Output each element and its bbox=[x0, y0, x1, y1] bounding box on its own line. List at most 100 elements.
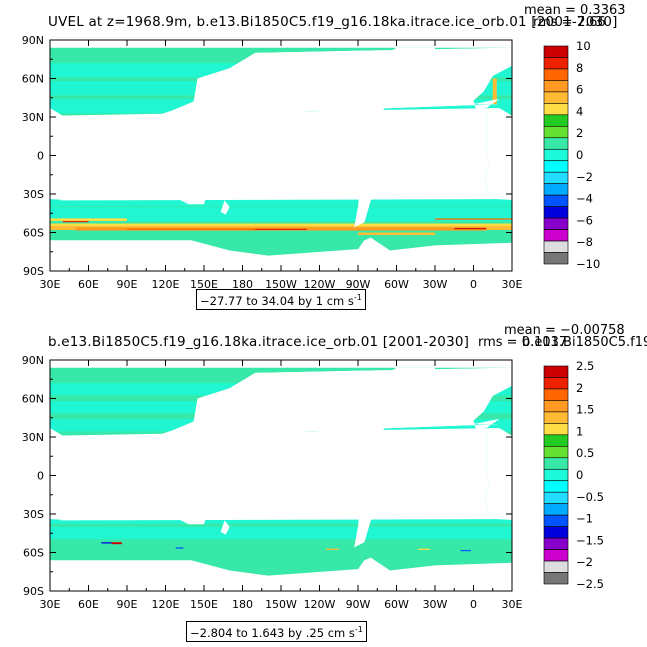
panel2-colorbar-swatch bbox=[543, 468, 569, 482]
panel2-xtick-label: 90E bbox=[117, 598, 138, 611]
panel2-colorbar-swatch bbox=[543, 537, 569, 550]
panel2-colorbar-swatch bbox=[543, 514, 569, 527]
panel1-mean: mean = 0.3363 bbox=[524, 3, 626, 18]
panel1-colorbar-swatch bbox=[543, 240, 569, 253]
panel2-colorbar-label: −2.5 bbox=[576, 577, 604, 591]
panel2-land-southamerica bbox=[351, 463, 391, 548]
panel2-xtick-label: 30W bbox=[423, 598, 448, 611]
panel2-colorbar-label: 0 bbox=[576, 468, 583, 482]
panel2-colorbar-swatch bbox=[543, 549, 569, 562]
panel2-ytick-label: 30S bbox=[23, 508, 44, 521]
panel1-colorbar-swatch bbox=[543, 126, 569, 139]
panel1-ytick-label: 90N bbox=[22, 34, 44, 47]
panel1-jet-3 bbox=[127, 228, 307, 230]
panel2-xtick-label: 0 bbox=[470, 598, 477, 611]
panel2-xtick-label: 150E bbox=[190, 598, 218, 611]
panel1-rms: rms = 7.66 bbox=[533, 15, 606, 30]
panel2-mean: mean = −0.00758 bbox=[504, 323, 625, 338]
panel2-feature-4 bbox=[418, 548, 430, 550]
panel1-colorbar-swatch bbox=[543, 229, 569, 242]
panel2-colorbar-swatch bbox=[543, 446, 569, 459]
panel1-colorbar-swatch bbox=[543, 114, 569, 127]
panel1-xtick-label: 150E bbox=[190, 278, 218, 291]
panel2-feature-1 bbox=[111, 542, 122, 545]
panel1-colorbar-swatch bbox=[543, 183, 569, 196]
panel1-ytick-label: 60S bbox=[23, 227, 44, 240]
panel1-jet-4 bbox=[255, 228, 307, 230]
panel2-xtick-label: 90W bbox=[346, 598, 371, 611]
panel1-land-newzealand bbox=[220, 200, 230, 215]
panel2-xtick-label: 30E bbox=[502, 598, 523, 611]
panel1-ytick-label: 60N bbox=[22, 73, 44, 86]
panel2-xtick-label: 180 bbox=[232, 598, 253, 611]
panel2-land-eurasia-wrap bbox=[75, 367, 513, 463]
panel2-map: 30E 60E 90E 120E 150E 180 150W 120W 90W 60W 30W 0 30… bbox=[22, 354, 604, 611]
panel2-colorbar-swatch bbox=[543, 503, 569, 516]
panel1-colorbar-label: 10 bbox=[576, 39, 591, 53]
panel2-feature-0 bbox=[101, 542, 112, 544]
panel2-range-text: −2.804 to 1.643 by .25 cm s bbox=[190, 625, 355, 640]
panel1-jet-7 bbox=[62, 220, 89, 223]
panel1-colorbar-label: −6 bbox=[576, 213, 593, 227]
panel2-xtick-label: 150W bbox=[265, 598, 297, 611]
panel1-colorbar-swatch bbox=[543, 57, 569, 70]
panel1-xtick-label: 0 bbox=[470, 278, 477, 291]
panel2-overlap-title: b.e13.Bi1850C5.f19 bbox=[522, 335, 647, 350]
panel1-xtick-label: 60E bbox=[78, 278, 99, 291]
panel1-land-southamerica bbox=[351, 143, 391, 228]
panel2-colorbar-swatch bbox=[543, 526, 569, 539]
panel1-xtick-label: 120W bbox=[304, 278, 336, 291]
panel1-colorbar-label: −10 bbox=[576, 257, 600, 271]
panel1-land-centralamerica bbox=[355, 134, 370, 144]
panel2-colorbar-label: 1 bbox=[576, 424, 583, 438]
panel2-colorbar-label: −1 bbox=[576, 512, 593, 526]
panel1-colorbar-swatch bbox=[543, 91, 569, 104]
panel2-ytick-label: 0 bbox=[37, 470, 44, 483]
panel2-band-8 bbox=[50, 526, 512, 540]
panel2-land-africa-west bbox=[50, 428, 90, 521]
panel1-jet-9 bbox=[358, 232, 435, 236]
panel2-colorbar-swatch bbox=[543, 400, 569, 413]
panel1-land-africa-west bbox=[50, 108, 90, 201]
panel1-map: 30E 60E 90E 120E 150E 180 150W 120W 90W 60W 30W 0 30… bbox=[22, 34, 601, 291]
panel2-colorbar-label: 2.5 bbox=[576, 359, 594, 373]
panel1-ytick-label: 30S bbox=[23, 188, 44, 201]
panel1-colorbar-label: 4 bbox=[576, 104, 583, 118]
panel1-xtick-label: 30E bbox=[502, 278, 523, 291]
panel1-title: UVEL at z=1968.9m, b.e13.Bi1850C5.f19_g1… bbox=[48, 14, 618, 30]
panel2-colorbar-label: −2 bbox=[576, 555, 593, 569]
panel1-colorbar-swatch bbox=[543, 103, 569, 116]
panel2-colorbar-swatch bbox=[543, 423, 569, 436]
panel1-colorbar-label: −8 bbox=[576, 235, 593, 249]
panel2-colorbar-swatch bbox=[543, 491, 569, 504]
panel2-colorbar-label: −0.5 bbox=[576, 490, 604, 504]
panel1-band-8 bbox=[50, 206, 512, 222]
panel1-colorbar-label: −4 bbox=[576, 192, 593, 206]
panel2-colorbar-swatch bbox=[543, 480, 569, 493]
panel2-colorbar-swatch bbox=[543, 572, 569, 585]
panel2-colorbar-label: 2 bbox=[576, 381, 583, 395]
panel1-colorbar-label: 0 bbox=[576, 148, 583, 162]
panel2-colorbar-swatch bbox=[543, 388, 569, 401]
panel1-colorbar-swatch bbox=[543, 68, 569, 81]
panel2-xtick-label: 60E bbox=[78, 598, 99, 611]
panel1-colorbar-swatch bbox=[543, 160, 569, 173]
panel2-xtick-label: 120W bbox=[304, 598, 336, 611]
panel2-ytick-label: 90N bbox=[22, 354, 44, 367]
panel2-feature-3 bbox=[325, 548, 339, 550]
panel1-colorbar-swatch bbox=[543, 171, 569, 184]
panel1-land-antarctica bbox=[50, 237, 512, 271]
panel2-land-indonesia bbox=[133, 469, 192, 486]
panel1-jet-8 bbox=[435, 218, 512, 220]
panel2-colorbar-label: −1.5 bbox=[576, 533, 604, 547]
panel1-land-indonesia bbox=[133, 149, 192, 166]
panel2-feature-5 bbox=[460, 549, 471, 552]
panel1-jet-5 bbox=[454, 228, 487, 230]
panel2-colorbar-swatch bbox=[543, 434, 569, 447]
panel1-ytick-label: 90S bbox=[23, 265, 44, 278]
panel1-boundary-current-north bbox=[492, 78, 497, 105]
panel1-colorbar-label: 2 bbox=[576, 126, 583, 140]
panel1-colorbar-swatch bbox=[543, 80, 569, 93]
panel1-xtick-label: 90E bbox=[117, 278, 138, 291]
